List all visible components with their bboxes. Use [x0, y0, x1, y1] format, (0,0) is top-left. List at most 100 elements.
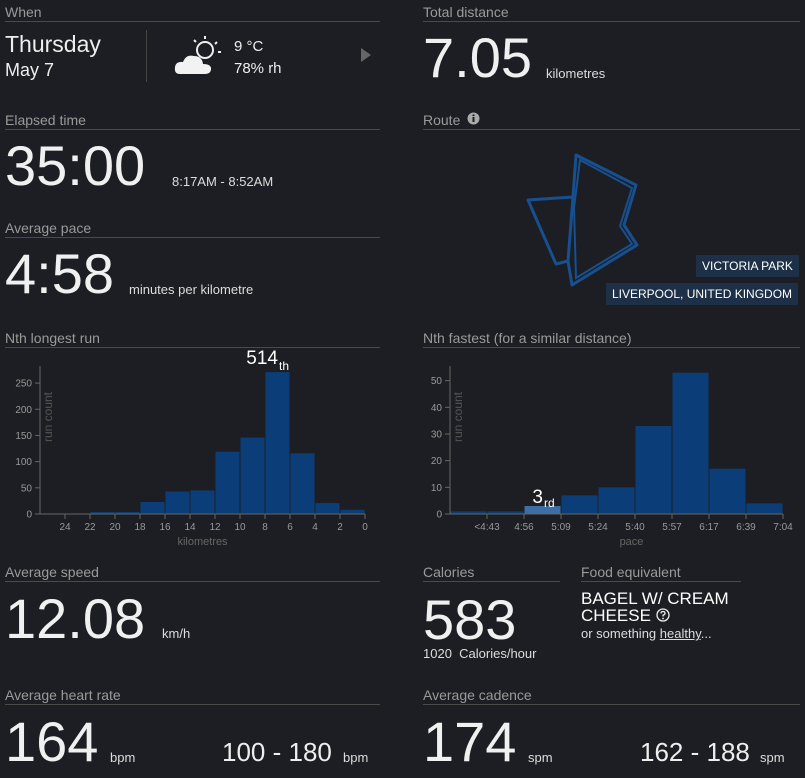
- heart-rate-range: 100 - 180: [222, 737, 332, 767]
- cadence-range-unit: spm: [760, 750, 785, 765]
- section-title: Average pace: [5, 220, 380, 238]
- section-title: Calories: [423, 564, 560, 582]
- section-title: Average cadence: [423, 687, 800, 705]
- cadence-value: 174: [423, 710, 517, 773]
- calories-rate: 1020 Calories/hour: [423, 646, 536, 661]
- route-park: VICTORIA PARK: [696, 255, 799, 277]
- x-tick-label: 24: [59, 522, 71, 533]
- y-tick-label: 200: [15, 405, 32, 416]
- speed-unit: km/h: [162, 626, 191, 641]
- y-axis-label: run count: [451, 391, 465, 442]
- y-tick-label: 10: [431, 483, 443, 494]
- day: Thursday: [5, 31, 101, 57]
- section-title: Food equivalent: [581, 564, 741, 582]
- weather-icon: [174, 36, 221, 74]
- x-tick-label: 5:40: [625, 522, 645, 533]
- section-title: Nth fastest (for a similar distance): [423, 330, 800, 348]
- separator: [146, 30, 147, 82]
- healthy-link[interactable]: healthy: [659, 626, 701, 641]
- section-title: Nth longest run: [5, 330, 380, 348]
- annotation-suffix: th: [279, 359, 289, 373]
- x-tick-label: <4:43: [474, 522, 500, 533]
- y-axis-label: run count: [41, 391, 55, 442]
- cadence-range: 162 - 188: [640, 737, 750, 767]
- bar: [635, 426, 672, 514]
- bar: [215, 451, 240, 514]
- bar: [340, 509, 365, 514]
- section-title: Route: [423, 112, 800, 130]
- section-title: Total distance: [423, 4, 800, 22]
- y-tick-label: 50: [431, 376, 443, 387]
- heart-rate-value: 164: [5, 710, 99, 773]
- bar: [450, 511, 487, 514]
- x-axis-label: kilometres: [177, 536, 228, 548]
- annotation: 3: [532, 487, 543, 508]
- help-icon[interactable]: [656, 608, 670, 622]
- x-tick-label: 6:17: [699, 522, 719, 533]
- heart-rate-unit: bpm: [110, 750, 136, 765]
- chart: run count 0 10 20 30 40 50 <4:43 4:56 5:09 5:24 5:4…: [431, 366, 793, 548]
- annotation: 514: [246, 348, 278, 369]
- x-tick-label: 20: [109, 522, 121, 533]
- x-tick-label: 8: [262, 522, 268, 533]
- route-place: LIVERPOOL, UNITED KINGDOM: [606, 283, 799, 305]
- x-tick-label: 5:57: [662, 522, 682, 533]
- info-icon[interactable]: [467, 112, 480, 125]
- cadence-unit: spm: [528, 750, 553, 765]
- y-tick-label: 100: [15, 457, 32, 468]
- y-tick-label: 40: [431, 403, 443, 414]
- calories-value: 583: [423, 588, 517, 651]
- section-title: Elapsed time: [5, 112, 380, 130]
- y-tick-label: 20: [431, 456, 443, 467]
- pace-value: 4:58: [5, 242, 114, 305]
- x-axis-label: pace: [620, 536, 644, 548]
- x-tick-label: 4: [312, 522, 318, 533]
- humidity: 78% rh: [234, 60, 282, 77]
- x-tick-label: 5:09: [551, 522, 571, 533]
- food-item: BAGEL W/ CREAM CHEESE: [581, 590, 751, 624]
- route-map: [526, 153, 639, 287]
- bar: [240, 437, 265, 514]
- annotation-suffix: rd: [544, 496, 555, 510]
- x-tick-label: 12: [209, 522, 221, 533]
- next-arrow[interactable]: [360, 47, 372, 63]
- bar: [672, 372, 709, 514]
- bar: [90, 511, 115, 514]
- pace-unit: minutes per kilometre: [129, 282, 254, 297]
- route-title: Route: [423, 112, 461, 128]
- bar: [140, 501, 165, 514]
- section-title: When: [5, 4, 380, 22]
- ellipsis: ...: [700, 626, 712, 641]
- y-tick-label: 0: [26, 510, 32, 521]
- x-tick-label: 6:39: [736, 522, 756, 533]
- y-tick-label: 250: [15, 379, 32, 390]
- bar: [165, 491, 190, 514]
- x-tick-label: 18: [134, 522, 146, 533]
- date: May 7: [5, 60, 55, 80]
- bar: [561, 495, 598, 514]
- x-tick-label: 22: [84, 522, 96, 533]
- distance-unit: kilometres: [546, 66, 606, 81]
- food-text: BAGEL W/ CREAM CHEESE: [581, 589, 729, 625]
- section-title: Average speed: [5, 564, 380, 582]
- note: or something: [581, 626, 657, 641]
- x-tick-label: 4:56: [514, 522, 534, 533]
- elapsed-range: 8:17AM - 8:52AM: [172, 174, 274, 189]
- y-tick-label: 30: [431, 430, 443, 441]
- bar: [115, 511, 140, 514]
- bar: [290, 453, 315, 514]
- x-tick-label: 10: [234, 522, 246, 533]
- section-title: Average heart rate: [5, 687, 380, 705]
- elapsed-value: 35:00: [5, 134, 146, 197]
- x-tick-label: 6: [287, 522, 293, 533]
- rate-unit: Calories/hour: [459, 646, 537, 661]
- x-tick-label: 16: [159, 522, 171, 533]
- bar: [265, 372, 290, 514]
- bar: [746, 503, 783, 514]
- x-tick-label: 2: [337, 522, 343, 533]
- bar: [190, 490, 215, 514]
- speed-value: 12.08: [5, 587, 146, 650]
- y-tick-label: 150: [15, 431, 32, 442]
